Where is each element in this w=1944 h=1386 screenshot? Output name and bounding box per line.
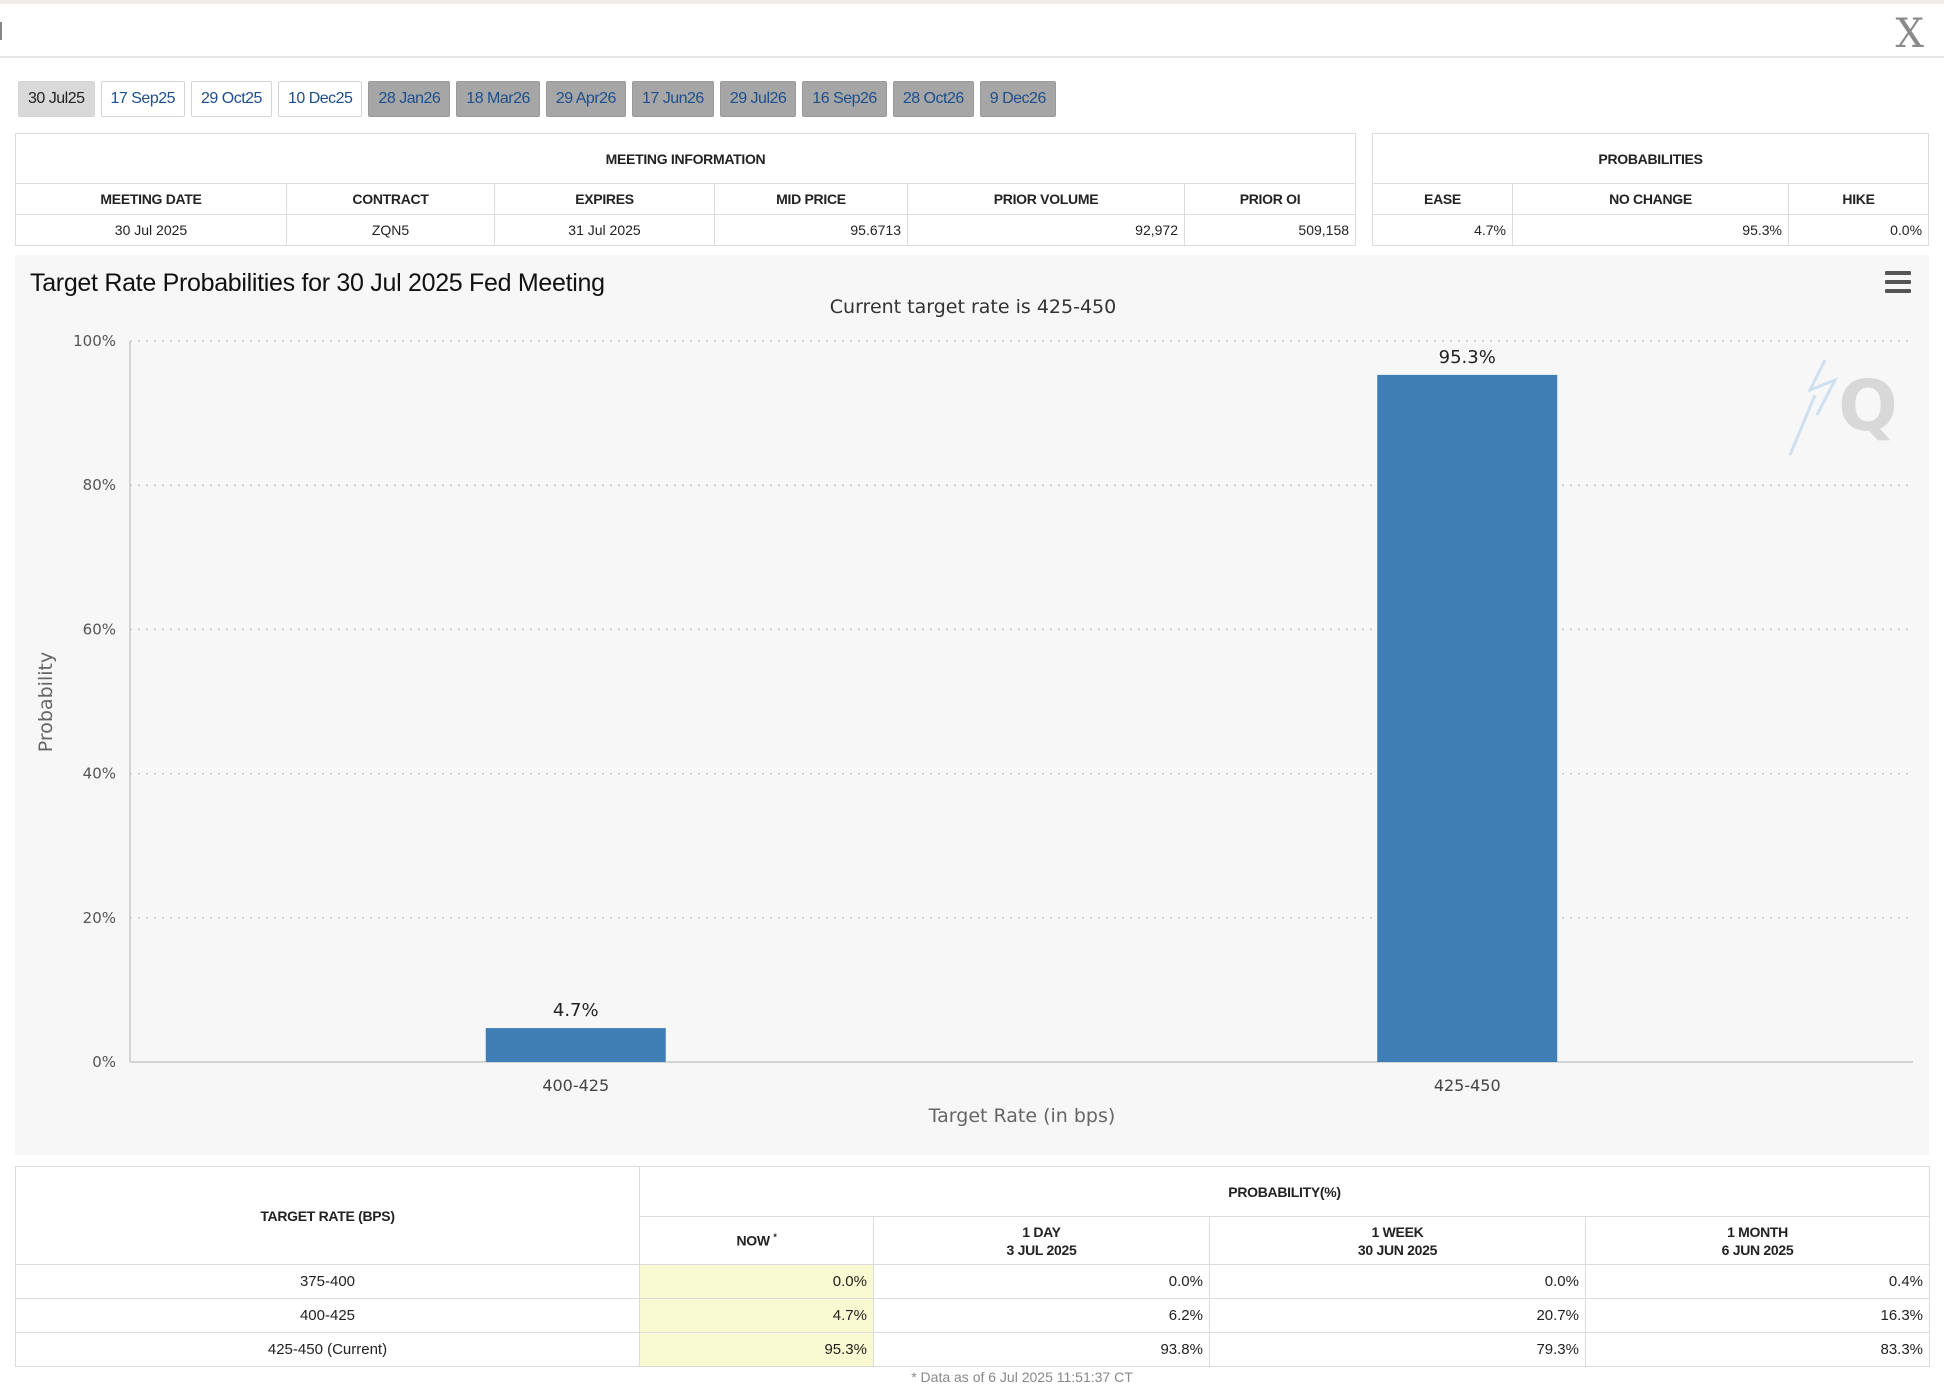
now-marker: * [773,1232,777,1243]
tab-meeting-2[interactable]: 29 Oct25 [191,81,272,117]
meeting-date-value: 30 Jul 2025 [15,214,287,246]
y-tick-label: 80% [83,476,116,494]
tab-meeting-10[interactable]: 28 Oct26 [892,81,974,117]
mid-price-value: 95.6713 [714,214,908,246]
col-1-day-date: 3 JUL 2025 [1006,1241,1077,1258]
x-tick-label: 400-425 [542,1076,609,1095]
col-1-month-label: 1 MONTH [1727,1223,1788,1240]
col-meeting-date: MEETING DATE [15,183,287,215]
watermark-lightning-icon [1788,359,1839,456]
data-timestamp-note: * Data as of 6 Jul 2025 11:51:37 CT [911,1369,1133,1385]
bar-data-label: 4.7% [553,1000,599,1021]
week-cell: 20.7% [1209,1298,1586,1333]
x-axis-title: Target Rate (in bps) [928,1105,1116,1127]
probabilities-title: PROBABILITIES [1371,133,1930,184]
y-tick-label: 100% [73,332,116,350]
target-rate-table: TARGET RATE (BPS) PROBABILITY(%) NOW * 1… [15,1166,1931,1367]
now-cell: 4.7% [639,1298,874,1333]
tab-meeting-5[interactable]: 18 Mar26 [456,81,540,117]
tab-meeting-6[interactable]: 29 Apr26 [545,81,626,117]
day-cell: 93.8% [873,1332,1210,1367]
col-probability: PROBABILITY(%) [638,1166,1931,1217]
day-cell: 0.0% [873,1264,1210,1299]
meeting-tabs: 30 Jul25 17 Sep25 29 Oct25 10 Dec25 28 Jan26… [18,81,1056,117]
expires-value: 31 Jul 2025 [494,214,715,246]
y-axis-title: Probability [35,652,57,752]
tab-meeting-1[interactable]: 17 Sep25 [100,81,186,117]
contract-value: ZQN5 [286,214,495,246]
ease-value: 4.7% [1372,214,1513,246]
tab-meeting-11[interactable]: 9 Dec26 [979,81,1056,117]
dialog-header: X [0,0,1944,58]
col-target-rate: TARGET RATE (BPS) [15,1166,640,1265]
hike-value: 0.0% [1787,214,1930,246]
day-cell: 6.2% [873,1298,1210,1333]
col-contract: CONTRACT [286,183,495,215]
col-1-day-label: 1 DAY [1022,1223,1061,1240]
col-1-week: 1 WEEK 30 JUN 2025 [1209,1216,1586,1265]
y-tick-label: 0% [92,1053,116,1071]
bar-data-label: 95.3% [1439,347,1496,368]
col-1-month: 1 MONTH 6 JUN 2025 [1584,1216,1931,1265]
week-cell: 0.0% [1209,1264,1586,1299]
week-cell: 79.3% [1209,1332,1586,1367]
col-now: NOW * [639,1216,874,1265]
rate-cell: 375-400 [15,1264,640,1299]
col-prior-volume: PRIOR VOLUME [907,183,1185,215]
bar-400-425 [485,1028,666,1062]
x-tick-label: 425-450 [1434,1076,1501,1095]
meeting-information-table: MEETING INFORMATION MEETING DATE CONTRAC… [14,133,1357,246]
col-hike: HIKE [1787,183,1930,215]
probabilities-table: PROBABILITIES EASE NO CHANGE HIKE 4.7% 9… [1371,133,1930,246]
tab-meeting-8[interactable]: 29 Jul26 [719,81,797,117]
header-marker [0,22,2,40]
month-cell: 16.3% [1584,1298,1931,1333]
prior-oi-value: 509,158 [1183,214,1357,246]
col-expires: EXPIRES [494,183,715,215]
tab-meeting-0[interactable]: 30 Jul25 [18,81,95,117]
col-1-day: 1 DAY 3 JUL 2025 [873,1216,1210,1265]
rate-cell: 425-450 (Current) [15,1332,640,1367]
col-no-change: NO CHANGE [1512,183,1789,215]
col-1-week-label: 1 WEEK [1371,1223,1424,1240]
chart-plot: Current target rate is 425-450 0% 20% 40% 60… [35,296,1913,1127]
col-mid-price: MID PRICE [714,183,908,215]
chart-subtitle: Current target rate is 425-450 [830,296,1116,318]
table-row: 425-450 (Current) 95.3% 93.8% 79.3% 83.3% [15,1332,1931,1367]
col-ease: EASE [1372,183,1513,215]
col-1-month-date: 6 JUN 2025 [1721,1241,1794,1258]
table-row: 400-425 4.7% 6.2% 20.7% 16.3% [15,1298,1931,1333]
col-prior-oi: PRIOR OI [1183,183,1357,215]
no-change-value: 95.3% [1512,214,1789,246]
probability-chart: Target Rate Probabilities for 30 Jul 202… [15,255,1929,1155]
tab-meeting-4[interactable]: 28 Jan26 [368,81,451,117]
prior-volume-value: 92,972 [907,214,1185,246]
month-cell: 0.4% [1584,1264,1931,1299]
tab-meeting-7[interactable]: 17 Jun26 [631,81,714,117]
col-1-week-date: 30 JUN 2025 [1357,1241,1438,1258]
now-cell: 0.0% [639,1264,874,1299]
y-tick-label: 60% [83,620,116,638]
close-button[interactable]: X [1895,11,1924,57]
tab-meeting-3[interactable]: 10 Dec25 [277,81,363,117]
bar-425-450 [1377,374,1558,1063]
chart-title: Target Rate Probabilities for 30 Jul 202… [30,269,605,297]
month-cell: 83.3% [1584,1332,1931,1367]
table-row: 375-400 0.0% 0.0% 0.0% 0.4% [15,1264,1931,1299]
rate-cell: 400-425 [15,1298,640,1333]
meeting-info-title: MEETING INFORMATION [14,133,1357,184]
watermark-logo: Q [1838,365,1898,447]
now-cell: 95.3% [639,1332,874,1367]
y-tick-label: 40% [83,765,116,783]
tab-meeting-9[interactable]: 16 Sep26 [802,81,887,117]
col-now-label: NOW [736,1232,770,1249]
y-tick-label: 20% [83,909,116,927]
chart-menu-icon[interactable] [1885,271,1911,293]
